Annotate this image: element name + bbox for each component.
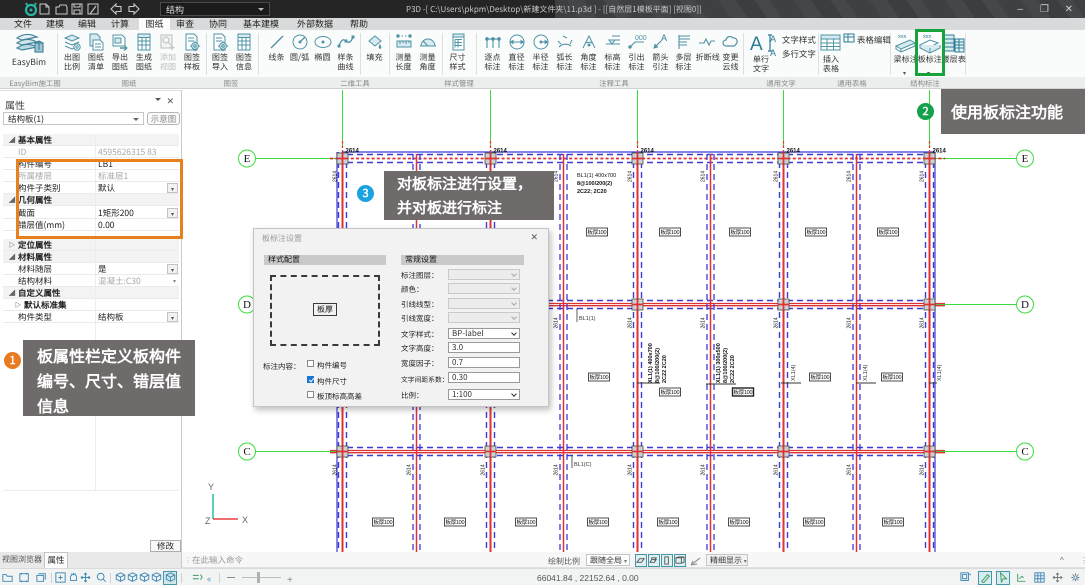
svg-text:2614: 2614 <box>346 149 360 155</box>
svg-text:2614: 2614 <box>494 149 508 155</box>
svg-text:2614: 2614 <box>554 171 560 182</box>
svg-text:xxx: xxx <box>923 34 932 40</box>
svg-text:板厚100: 板厚100 <box>807 228 826 236</box>
svg-text:2C22 2C20: 2C22 2C20 <box>730 355 736 383</box>
svg-text:XL1(4): XL1(4) <box>937 364 943 381</box>
svg-text:2614: 2614 <box>920 171 926 182</box>
svg-text:板厚100: 板厚100 <box>589 518 608 526</box>
svg-text:2C22 2C20: 2C22 2C20 <box>662 355 668 383</box>
svg-text:2614: 2614 <box>774 317 780 328</box>
svg-text:2614: 2614 <box>701 317 707 328</box>
svg-text:E: E <box>244 153 251 165</box>
svg-text:板厚100: 板厚100 <box>879 228 898 236</box>
svg-text:A: A <box>750 34 763 54</box>
svg-text:2614: 2614 <box>847 171 853 182</box>
svg-text:Z: Z <box>205 516 211 526</box>
svg-text:板厚100: 板厚100 <box>811 373 830 381</box>
svg-text:8@100/200(2): 8@100/200(2) <box>655 348 661 383</box>
svg-text:板厚100: 板厚100 <box>731 228 750 236</box>
svg-text:xxx: xxx <box>898 34 907 40</box>
svg-text:板厚100: 板厚100 <box>884 518 903 526</box>
svg-text:板厚100: 板厚100 <box>659 518 678 526</box>
svg-text:2614: 2614 <box>774 464 780 475</box>
svg-text:板厚100: 板厚100 <box>883 373 902 381</box>
svg-text:C: C <box>243 446 250 458</box>
svg-text:2614: 2614 <box>847 317 853 328</box>
svg-text:XL1(4): XL1(4) <box>863 364 869 381</box>
svg-text:A: A <box>661 33 667 43</box>
svg-text:2614: 2614 <box>774 171 780 182</box>
svg-text:XL1(1) 300x500: XL1(1) 300x500 <box>716 343 722 383</box>
svg-text:Y: Y <box>208 482 214 492</box>
svg-text:000: 000 <box>635 35 647 42</box>
svg-text:BL1(C): BL1(C) <box>574 462 592 468</box>
svg-text:2614: 2614 <box>920 464 926 475</box>
svg-text:2614: 2614 <box>628 464 634 475</box>
svg-text:BL1(1) 400x700: BL1(1) 400x700 <box>577 173 616 179</box>
svg-text:D: D <box>1021 299 1029 311</box>
svg-text:2C22; 2C20: 2C22; 2C20 <box>577 189 607 195</box>
svg-text:板厚100: 板厚100 <box>730 518 749 526</box>
svg-text:2614: 2614 <box>787 149 801 155</box>
svg-text:板厚100: 板厚100 <box>374 518 393 526</box>
svg-text:板厚100: 板厚100 <box>590 373 609 381</box>
svg-text:板厚100: 板厚100 <box>661 228 680 236</box>
svg-text:2614: 2614 <box>920 317 926 328</box>
svg-text:2614: 2614 <box>554 464 560 475</box>
svg-text:2614: 2614 <box>701 171 707 182</box>
svg-text:A: A <box>770 48 776 57</box>
svg-text:2614: 2614 <box>628 317 634 328</box>
svg-text:2614: 2614 <box>554 317 560 328</box>
svg-text:8@100/200(2): 8@100/200(2) <box>723 348 729 383</box>
svg-text:板厚100: 板厚100 <box>734 388 753 396</box>
svg-text:A: A <box>770 34 776 43</box>
svg-text:2614: 2614 <box>333 171 339 182</box>
svg-text:2614: 2614 <box>933 149 947 155</box>
svg-text:板厚100: 板厚100 <box>517 518 536 526</box>
svg-text:BL1(1): BL1(1) <box>579 316 596 322</box>
svg-text:2614: 2614 <box>628 171 634 182</box>
svg-text:XL1(4): XL1(4) <box>791 364 797 381</box>
svg-text:板厚100: 板厚100 <box>805 518 824 526</box>
svg-text:2614: 2614 <box>481 464 487 475</box>
svg-text:2614: 2614 <box>701 464 707 475</box>
svg-text:板厚100: 板厚100 <box>446 518 465 526</box>
svg-text:D: D <box>243 299 251 311</box>
svg-text:X: X <box>242 515 248 525</box>
svg-text:2614: 2614 <box>641 149 655 155</box>
svg-text:E: E <box>1022 153 1029 165</box>
svg-text:XL1(1) 400x700: XL1(1) 400x700 <box>648 343 654 383</box>
svg-text:2614: 2614 <box>407 464 413 475</box>
svg-text:2614: 2614 <box>847 464 853 475</box>
svg-text:C: C <box>1021 446 1028 458</box>
svg-text:板厚100: 板厚100 <box>661 388 680 396</box>
svg-text:8@100/200(2): 8@100/200(2) <box>577 181 612 187</box>
svg-text:2614: 2614 <box>333 464 339 475</box>
svg-text:板厚100: 板厚100 <box>588 228 607 236</box>
